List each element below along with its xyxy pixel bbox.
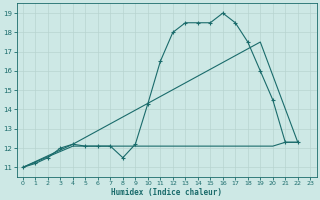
X-axis label: Humidex (Indice chaleur): Humidex (Indice chaleur) (111, 188, 222, 197)
